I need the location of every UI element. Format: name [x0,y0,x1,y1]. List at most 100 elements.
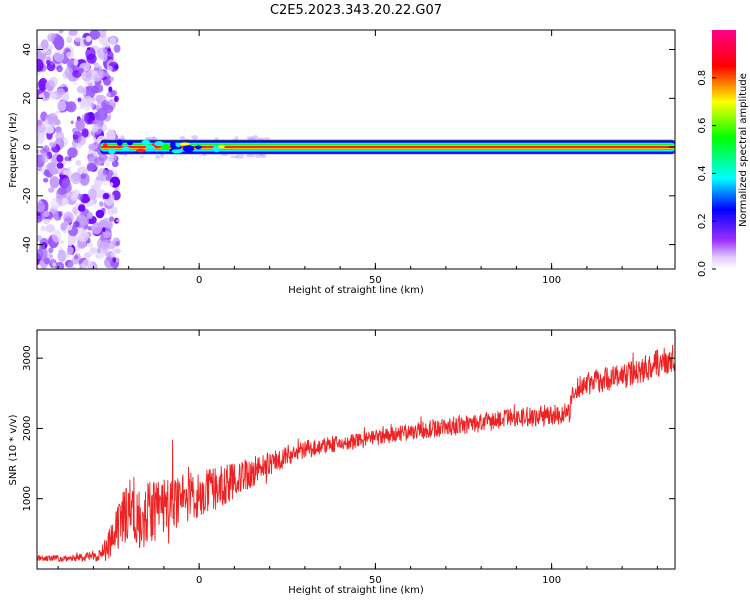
spectrogram-x-ticks: 0 50 100 [57,30,658,286]
noise-speckle [67,261,74,269]
noise-speckle [73,59,79,66]
carrier-blob [108,148,116,155]
noise-speckle [90,102,95,108]
snr-panel: 0 50 100 1000 2000 3000 Height of straight l… [8,329,676,596]
noise-speckle [179,135,185,140]
noise-speckle [109,182,114,187]
carrier-blob [145,145,155,150]
noise-speckle [91,222,102,235]
noise-speckle [229,155,239,158]
noise-speckle [43,170,51,177]
noise-speckle [78,230,89,243]
noise-speckle [55,131,65,142]
noise-speckle [65,101,77,113]
noise-speckle [107,65,113,72]
noise-speckle [85,47,96,61]
noise-speckle [84,112,94,125]
y-tick-label: 3000 [22,345,33,370]
noise-speckle [43,91,50,99]
noise-speckle [55,110,59,114]
noise-speckle [73,82,77,85]
noise-speckle [57,249,67,262]
noise-speckle [83,252,91,259]
noise-speckle [104,72,110,78]
colorbar: 0.0 0.2 0.4 0.6 0.8 Normalized spectral ampl… [697,30,749,277]
noise-speckle [61,94,68,102]
noise-speckle [98,30,107,38]
noise-speckle [70,190,79,200]
noise-speckle [66,36,73,44]
noise-speckle [77,85,85,94]
noise-speckle [88,143,97,151]
noise-speckle [88,241,93,248]
colorbar-tick-label: 0.8 [697,70,708,86]
y-tick-label: 20 [22,92,33,105]
noise-speckle [114,95,119,103]
noise-speckle [87,188,98,200]
noise-speckle [111,160,119,168]
noise-speckle [51,93,57,100]
y-tick-label: 40 [22,43,33,56]
figure-title: C2E5.2023.343.20.22.G07 [270,3,442,18]
noise-speckle [37,246,48,261]
noise-speckle [49,176,60,189]
noise-speckle [37,131,43,140]
noise-speckle [45,125,55,134]
noise-speckle [49,141,57,148]
noise-speckle [92,151,97,156]
snr-marks [37,344,675,563]
colorbar-tick-label: 0.2 [697,213,708,229]
noise-speckle [87,149,93,155]
y-tick-label: 2000 [22,416,33,441]
noise-speckle [58,215,62,221]
noise-speckle [110,266,114,269]
colorbar-tick-label: 0.6 [697,118,708,134]
colorbar-tick-label: 0.0 [697,261,708,277]
noise-speckle [56,65,63,73]
noise-speckle [86,211,93,220]
noise-speckle [48,113,59,126]
noise-speckle [252,135,259,141]
spectrogram-marks [37,30,675,269]
noise-speckle [78,67,84,73]
carrier-blob [195,145,202,150]
carrier-blob [218,144,225,149]
noise-speckle [115,257,120,263]
snr-y-ticks: 1000 2000 3000 [22,345,675,511]
carrier-blob [136,148,146,153]
noise-speckle [94,247,105,260]
noise-speckle [103,182,108,187]
noise-speckle [46,80,56,91]
noise-speckle [108,86,113,92]
noise-speckle [87,68,93,75]
noise-speckle [102,231,112,239]
noise-speckle [94,156,105,166]
y-tick-label: 0 [22,144,33,150]
noise-speckle [56,162,64,169]
noise-speckle [99,201,104,207]
colorbar-label: Normalized spectral amplitude [738,73,749,227]
carrier-blob [116,139,123,146]
colorbar-tick-label: 0.4 [697,165,708,181]
noise-speckle [38,51,43,57]
noise-speckle [108,154,117,162]
noise-speckle [69,30,78,37]
noise-speckle [66,246,74,255]
noise-speckle [81,128,89,138]
noise-speckle [85,35,92,43]
noise-speckle [66,51,74,58]
noise-speckle [40,225,46,232]
spectrogram-ylabel: Frequency (Hz) [8,112,19,188]
noise-speckle [109,76,115,82]
noise-speckle [45,224,56,233]
noise-speckle [75,159,82,166]
noise-speckle [235,154,244,159]
spectrogram-y-ticks: -40 -20 0 20 40 [22,43,675,253]
x-tick-label: 50 [369,575,382,586]
noise-speckle [72,127,77,134]
noise-speckle [110,252,116,258]
y-tick-label: -20 [22,188,33,204]
colorbar-gradient [712,30,736,269]
noise-speckle [37,58,44,72]
